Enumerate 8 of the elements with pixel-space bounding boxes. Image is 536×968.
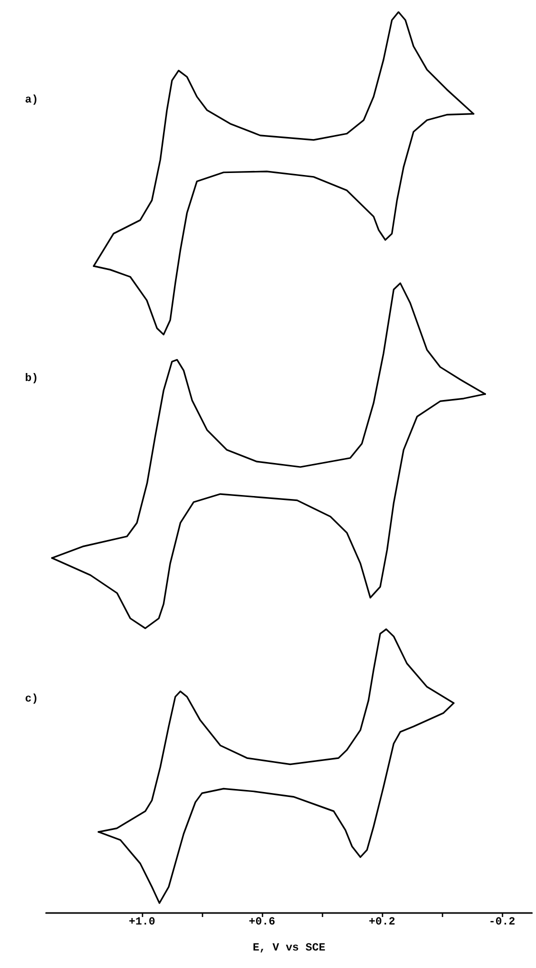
x-tick-label: +1.0 [128, 916, 156, 928]
text: b) [25, 372, 38, 385]
x-tick-label: +0.6 [248, 916, 276, 928]
text: c) [25, 694, 38, 706]
x-tick-label: -0.2 [488, 916, 516, 928]
x-tick-label: +0.2 [368, 916, 396, 928]
x-axis-title: E, V vs SCE [252, 942, 326, 954]
text: a) [25, 94, 38, 106]
